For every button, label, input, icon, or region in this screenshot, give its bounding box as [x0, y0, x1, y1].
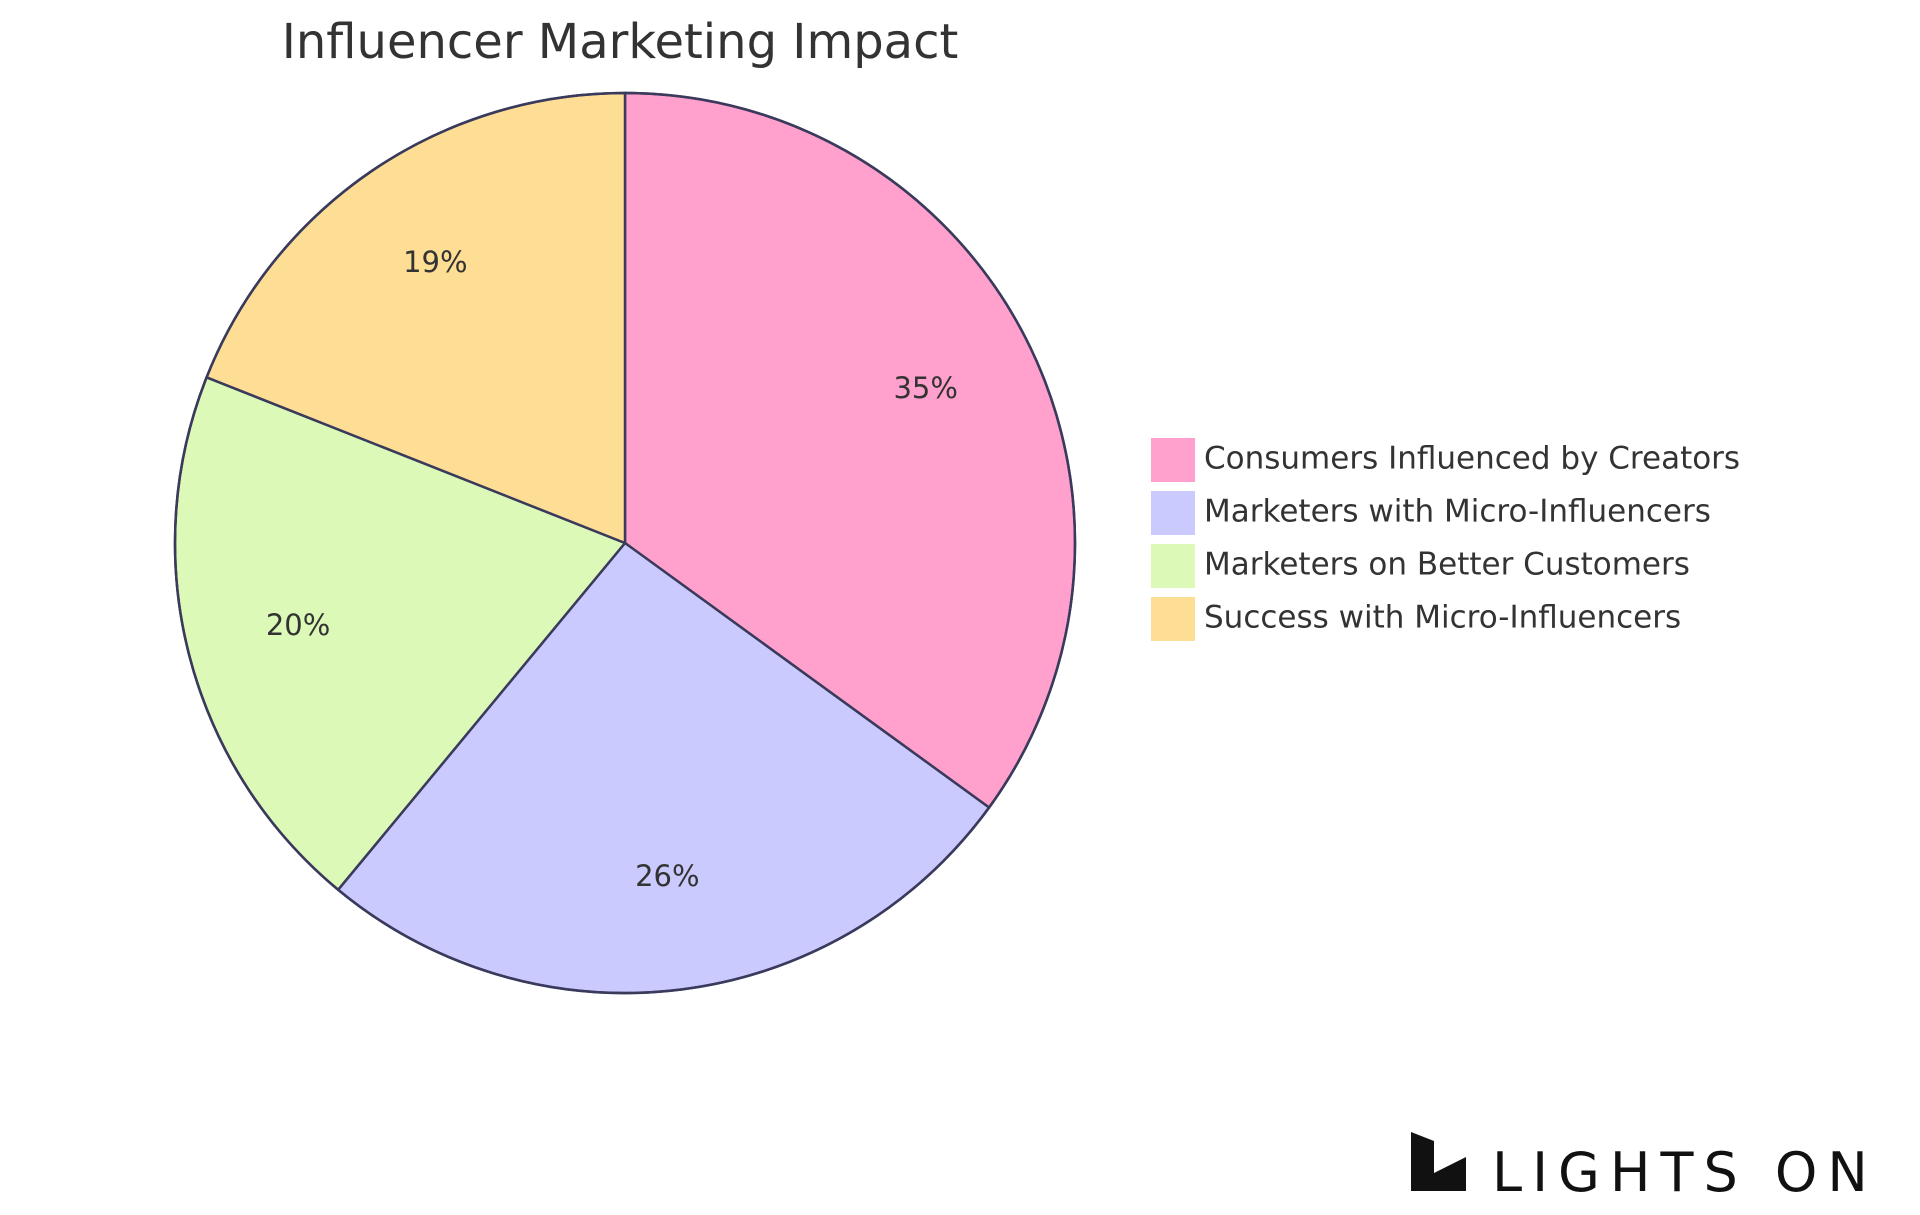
slice-label-marketers-on-better-customers: 20% [266, 608, 330, 642]
pie-slices [173, 91, 1077, 995]
brand-logo: LIGHTS ON [1411, 1132, 1878, 1204]
legend-label: Marketers on Better Customers [1204, 547, 1690, 583]
legend: Consumers Influenced by Creators Marketer… [1151, 438, 1740, 641]
legend-item-success-with-micro-influencers: Success with Micro-Influencers [1151, 597, 1681, 641]
chart-title: Influencer Marketing Impact [282, 14, 959, 70]
pie-outline [173, 91, 1077, 995]
legend-label: Consumers Influenced by Creators [1204, 441, 1740, 477]
legend-label: Success with Micro-Influencers [1204, 600, 1681, 636]
legend-item-consumers-influenced-by-creators: Consumers Influenced by Creators [1151, 438, 1740, 482]
legend-swatch [1151, 491, 1195, 535]
logo-text: LIGHTS ON [1492, 1141, 1878, 1204]
pie-slice-labels: 35% 26% 20% 19% [266, 245, 958, 893]
slice-label-consumers-influenced-by-creators: 35% [893, 371, 957, 405]
legend-label: Marketers with Micro-Influencers [1204, 494, 1711, 530]
legend-swatch [1151, 597, 1195, 641]
legend-item-marketers-on-better-customers: Marketers on Better Customers [1151, 544, 1690, 588]
legend-item-marketers-with-micro-influencers: Marketers with Micro-Influencers [1151, 491, 1711, 535]
lights-on-logo-icon [1411, 1132, 1466, 1191]
slice-label-marketers-with-micro-influencers: 26% [635, 859, 699, 893]
slice-label-success-with-micro-influencers: 19% [403, 245, 467, 279]
legend-swatch [1151, 438, 1195, 482]
legend-swatch [1151, 544, 1195, 588]
